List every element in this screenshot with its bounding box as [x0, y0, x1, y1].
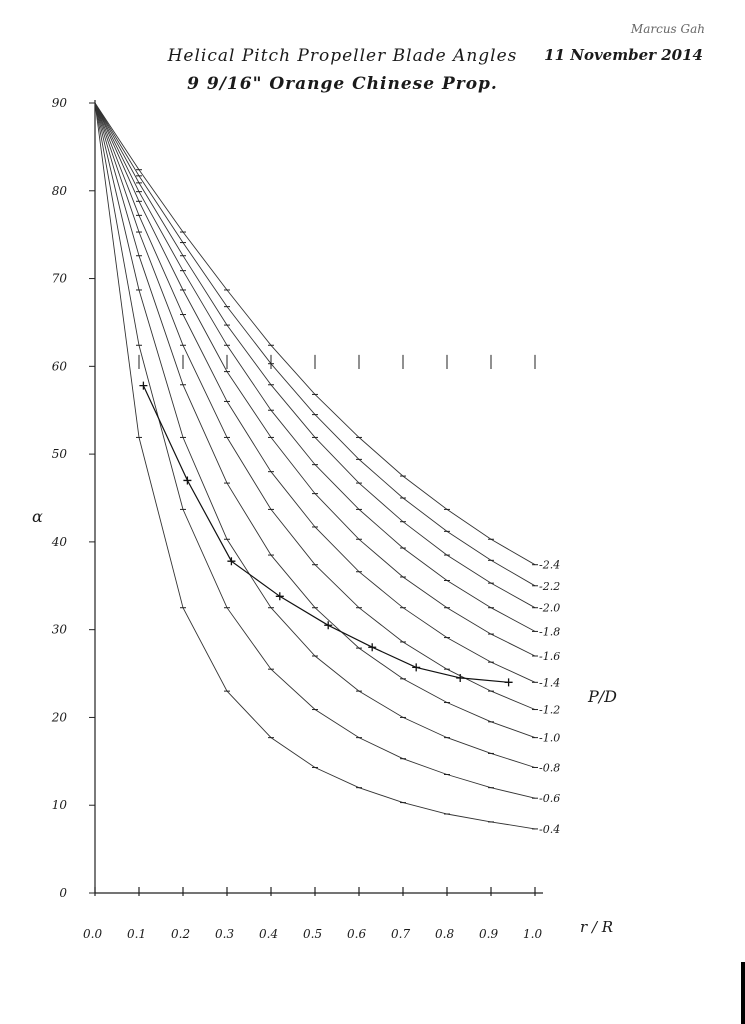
y-tick-label: 50 [52, 447, 68, 461]
series-label: -0.8 [539, 761, 560, 774]
series-line-2.2 [94, 102, 536, 587]
series-label: -0.4 [539, 823, 560, 836]
legend-title: P/D [587, 687, 617, 706]
chart-subtitle: 9 9/16" Orange Chinese Prop. [187, 74, 498, 94]
series-label: -1.0 [539, 732, 560, 745]
series-label: -2.2 [539, 580, 560, 593]
measured-point [504, 678, 513, 687]
series-label: -2.0 [539, 602, 560, 615]
author-name: Marcus Gah [630, 22, 705, 36]
axes: 0.0 0.1 0.2 0.3 0.4 0.5 0.6 0.7 0.8 0.9 1.0 0 10 20 30… [51, 96, 543, 941]
measured-point [412, 663, 421, 672]
x-tick-label: 0.9 [479, 927, 498, 941]
x-tick-label: 0.7 [391, 927, 410, 941]
x-tick-label: 0.8 [435, 927, 454, 941]
y-tick-label: 70 [52, 272, 68, 286]
x-tick-label: 0.4 [259, 927, 278, 941]
x-tick-label: 1.0 [523, 927, 542, 941]
x-tick-label: 0.0 [83, 927, 102, 941]
measured-point [275, 592, 284, 601]
x-tick-label: 0.5 [303, 927, 322, 941]
y-tick-label: 60 [52, 359, 68, 373]
series-label: -0.6 [539, 792, 560, 805]
measured-line [142, 385, 509, 683]
y-tick-label: 40 [51, 535, 68, 549]
y-axis-label: α [32, 507, 43, 526]
date-label: 11 November 2014 [544, 46, 703, 64]
series-label: -1.2 [539, 704, 560, 717]
series-label: -1.8 [539, 625, 560, 638]
x-axis-label: r / R [580, 918, 613, 936]
series-line-0.8 [94, 102, 536, 768]
series-line-2.4 [94, 102, 536, 566]
y-tick-label: 0 [59, 886, 67, 900]
x-tick-label: 0.1 [127, 927, 146, 941]
x-tick-label: 0.3 [215, 927, 234, 941]
measured-point [227, 557, 236, 566]
x-tick-label: 0.2 [171, 927, 190, 941]
y-tick-label: 30 [52, 623, 68, 637]
measured-point [368, 643, 377, 652]
series-label: -2.4 [539, 559, 560, 572]
series-line-0.6 [94, 102, 536, 799]
series-line-0.4 [94, 102, 536, 830]
series-line-1.4 [94, 102, 536, 683]
series-line-1.6 [94, 102, 536, 657]
measured-point [183, 476, 192, 485]
series-label: -1.4 [539, 676, 560, 689]
measured-point [139, 381, 148, 390]
measured-series [139, 381, 513, 687]
series-line-1.0 [94, 102, 536, 739]
series-line-1.2 [94, 102, 536, 710]
x-tick-label: 0.6 [347, 927, 366, 941]
chart-title: Helical Pitch Propeller Blade Angles [167, 46, 518, 66]
y-tick-label: 10 [52, 798, 68, 812]
scan-edge [741, 962, 745, 1024]
curves: -0.4 -0.6 -0.8 -1.0 -1.2 -1.4 -1.6 -1.8 -2.0 -2.2… [94, 102, 560, 836]
series-label: -1.6 [539, 650, 560, 663]
measured-point [324, 621, 333, 630]
measured-point [456, 673, 465, 682]
y-tick-label: 80 [52, 184, 68, 198]
y-tick-label: 90 [52, 96, 68, 110]
y-tick-label: 20 [51, 710, 68, 724]
